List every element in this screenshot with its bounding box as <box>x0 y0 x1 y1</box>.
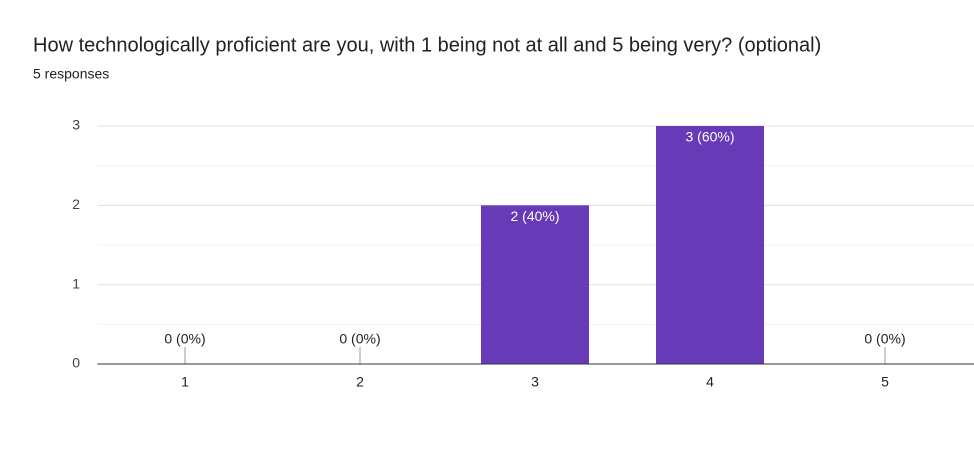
x-tick-label: 4 <box>706 374 714 390</box>
x-tick-label: 2 <box>356 374 364 390</box>
x-tick-label: 3 <box>531 374 539 390</box>
data-label: 0 (0%) <box>339 331 380 347</box>
chart-title: How technologically proficient are you, … <box>33 34 821 56</box>
data-label: 0 (0%) <box>864 331 905 347</box>
y-tick-label: 1 <box>72 275 80 291</box>
data-label: 2 (40%) <box>510 208 559 224</box>
data-label: 3 (60%) <box>685 129 734 145</box>
data-label: 0 (0%) <box>164 331 205 347</box>
bar <box>481 205 589 364</box>
x-tick-label: 5 <box>881 374 889 390</box>
bar <box>656 126 764 364</box>
y-tick-label: 3 <box>72 117 80 133</box>
x-tick-label: 1 <box>181 374 189 390</box>
y-tick-label: 0 <box>72 355 80 371</box>
y-tick-label: 2 <box>72 196 80 212</box>
chart-subtitle: 5 responses <box>33 66 109 82</box>
